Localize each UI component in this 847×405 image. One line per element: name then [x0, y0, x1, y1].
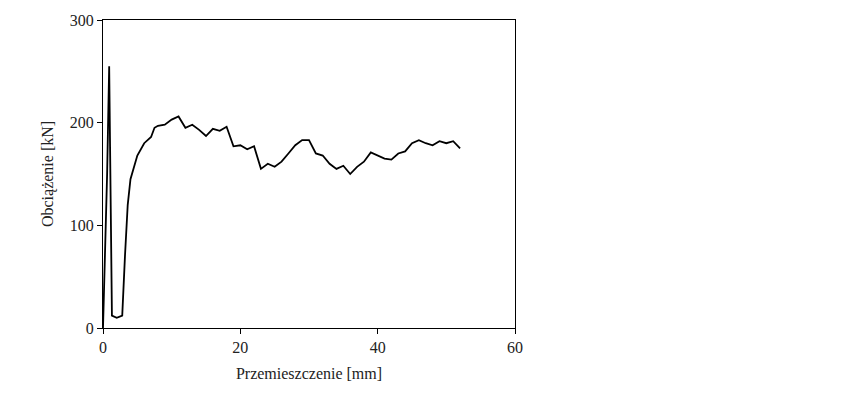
svg-text:Obciążenie [kN]: Obciążenie [kN] — [39, 121, 57, 227]
svg-text:300: 300 — [70, 12, 94, 29]
svg-text:200: 200 — [70, 114, 94, 131]
svg-text:0: 0 — [99, 339, 107, 356]
svg-text:20: 20 — [232, 339, 248, 356]
svg-text:Przemieszczenie [mm]: Przemieszczenie [mm] — [236, 365, 382, 382]
svg-text:0: 0 — [86, 320, 94, 337]
svg-text:100: 100 — [70, 217, 94, 234]
svg-text:60: 60 — [507, 339, 523, 356]
svg-text:40: 40 — [370, 339, 386, 356]
